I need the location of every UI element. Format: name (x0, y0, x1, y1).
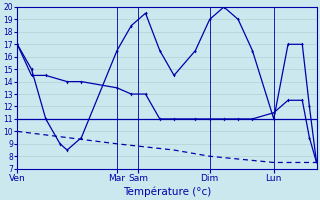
X-axis label: Température (°c): Température (°c) (123, 186, 211, 197)
